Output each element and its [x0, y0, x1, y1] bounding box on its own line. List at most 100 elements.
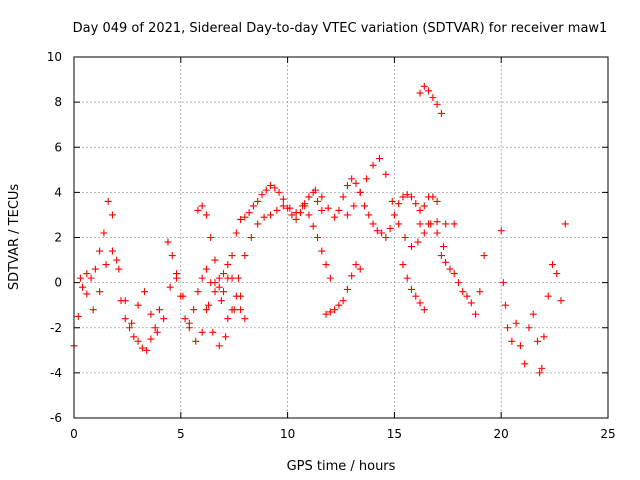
data-point: [318, 247, 326, 255]
data-point: [429, 94, 437, 102]
data-point: [440, 243, 448, 251]
y-tick-label: 8: [54, 95, 62, 109]
x-axis-label: GPS time / hours: [287, 459, 396, 474]
data-point: [288, 211, 296, 219]
data-point: [339, 297, 347, 305]
data-point: [350, 202, 358, 210]
data-point: [241, 315, 249, 323]
data-point: [279, 195, 287, 203]
data-point: [382, 234, 390, 241]
data-point: [273, 206, 281, 214]
data-point: [467, 299, 475, 307]
data-point: [121, 297, 129, 305]
data-point: [356, 188, 364, 196]
data-point: [399, 193, 407, 201]
y-tick-label: 6: [54, 140, 62, 154]
y-tick-label: 2: [54, 231, 62, 245]
data-point: [207, 234, 215, 241]
data-point: [202, 306, 210, 314]
data-point: [247, 234, 255, 241]
series-arc-e: [202, 186, 339, 350]
data-point: [335, 206, 343, 214]
data-point: [382, 170, 390, 178]
y-tick-label: 4: [54, 185, 62, 199]
data-point: [181, 315, 189, 323]
plot-frame: [73, 56, 609, 419]
data-point: [403, 274, 411, 282]
data-point: [390, 211, 398, 219]
data-point: [305, 193, 313, 201]
axis-ticks: 0 5 10 15 20 25 -6 -4 -2 0 2 4 6 8 10: [47, 50, 616, 441]
data-point: [356, 265, 364, 273]
data-point: [395, 200, 403, 208]
data-point: [254, 220, 262, 228]
data-point: [339, 193, 347, 201]
data-point: [442, 220, 450, 228]
data-point: [437, 109, 445, 117]
data-point: [343, 211, 351, 219]
data-point: [224, 261, 232, 269]
data-point: [211, 256, 219, 264]
data-point: [241, 252, 249, 260]
data-point: [292, 215, 300, 223]
gridlines: [74, 57, 608, 418]
data-point: [420, 202, 428, 210]
data-point: [202, 211, 210, 219]
data-point: [311, 186, 319, 194]
data-point: [407, 193, 415, 201]
data-point: [305, 211, 313, 219]
data-point: [194, 206, 202, 214]
data-point: [529, 310, 537, 318]
y-tick-label: -6: [50, 411, 62, 425]
data-point: [403, 191, 411, 199]
data-point: [480, 252, 488, 260]
data-point: [446, 265, 454, 273]
data-point: [232, 229, 240, 237]
data-point: [267, 182, 275, 190]
series-arc-j: [399, 261, 428, 314]
data-point: [499, 279, 507, 287]
data-point: [234, 274, 242, 282]
data-point: [395, 220, 403, 228]
data-point: [83, 290, 91, 298]
data-point: [128, 319, 136, 327]
data-point: [205, 301, 213, 309]
data-point: [155, 306, 163, 314]
data-point: [375, 155, 383, 163]
data-point: [557, 297, 565, 305]
data-point: [429, 193, 437, 201]
data-point: [100, 229, 108, 237]
y-tick-label: 0: [54, 276, 62, 290]
data-point: [211, 288, 219, 296]
data-point: [215, 283, 223, 291]
data-point: [369, 161, 377, 169]
data-point: [143, 346, 151, 354]
data-point: [185, 324, 193, 332]
data-point: [164, 238, 172, 246]
x-tick-label: 10: [280, 427, 295, 441]
series-arc-o: [536, 220, 569, 377]
data-point: [442, 258, 450, 266]
data-point: [525, 324, 533, 332]
data-point: [228, 252, 236, 260]
data-point: [437, 252, 445, 260]
data-point: [352, 261, 360, 269]
data-point: [217, 297, 225, 305]
data-point: [516, 342, 524, 350]
data-point: [232, 292, 240, 300]
data-point: [538, 364, 546, 372]
data-point: [331, 306, 339, 314]
data-point: [166, 283, 174, 291]
data-point: [220, 270, 228, 278]
data-point: [140, 288, 148, 296]
data-point: [363, 175, 371, 183]
data-point: [130, 333, 138, 341]
data-point: [497, 227, 505, 235]
data-point: [271, 184, 279, 192]
data-point: [83, 270, 91, 278]
data-point: [416, 89, 424, 97]
data-point: [237, 306, 245, 314]
chart-title: Day 049 of 2021, Sidereal Day-to-day VTE…: [73, 21, 608, 36]
data-point: [254, 197, 262, 205]
